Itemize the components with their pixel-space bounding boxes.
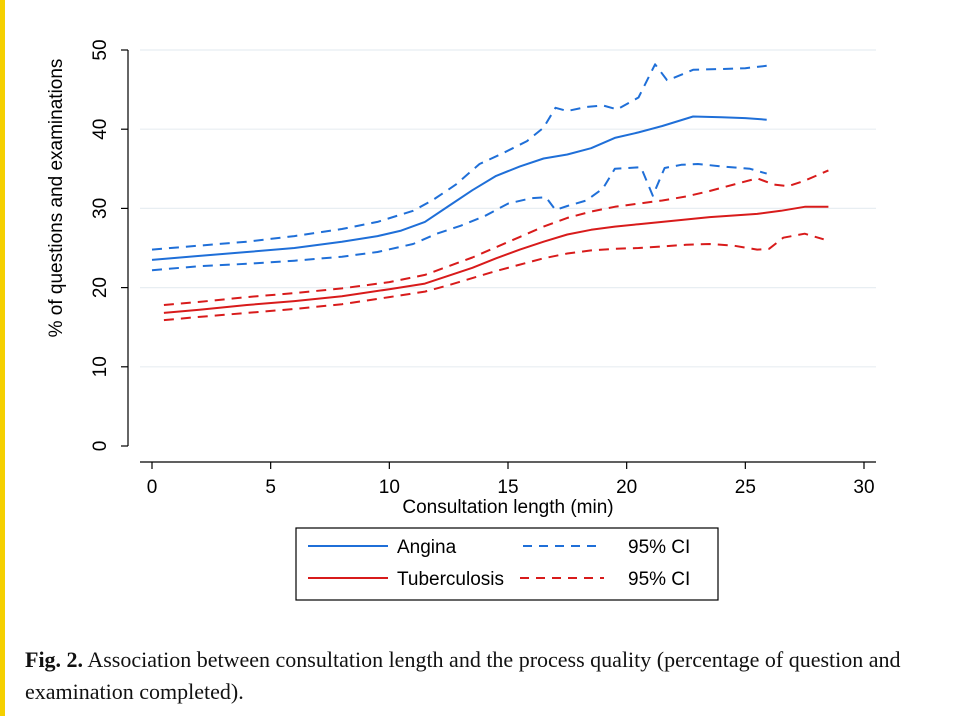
angina-estimate-line (151, 115, 767, 261)
x-tick-label: 5 (265, 477, 276, 498)
x-axis-title: Consultation length (min) (402, 497, 613, 518)
grid-lines (140, 49, 876, 368)
series-lines (151, 63, 829, 322)
x-tick-label: 0 (147, 477, 158, 498)
x-tick-label: 15 (497, 477, 518, 498)
axes: 0 10 20 30 40 50 0 5 10 15 20 25 30 (90, 39, 876, 498)
tuberculosis-lower_ci-line (163, 232, 824, 322)
tuberculosis-upper_ci-line (163, 169, 829, 306)
legend-box (295, 527, 719, 601)
y-tick-label: 40 (90, 119, 111, 140)
x-tick-label: 20 (616, 477, 637, 498)
figure-label: Fig. 2. (25, 647, 84, 672)
y-tick-label: 20 (90, 277, 111, 298)
y-axis-title: % of questions and examinations (46, 59, 67, 338)
page-accent-bar (0, 0, 5, 716)
legend-tuberculosis-label: Tuberculosis (397, 569, 504, 590)
y-tick-label: 0 (90, 441, 111, 452)
angina-upper_ci-line (151, 63, 767, 251)
y-tick-label: 30 (90, 198, 111, 219)
legend-angina-label: Angina (397, 537, 457, 558)
y-tick-label: 50 (90, 39, 111, 60)
x-tick-label: 10 (379, 477, 400, 498)
line-chart: 0 10 20 30 40 50 0 5 10 15 20 25 30 Consultation len… (46, 39, 876, 601)
legend-angina-ci-label: 95% CI (628, 537, 690, 558)
x-tick-label: 30 (853, 477, 874, 498)
tuberculosis-estimate-line (163, 205, 829, 314)
figure-caption-text: Association between consultation length … (25, 647, 901, 704)
figure-caption: Fig. 2. Association between consultation… (25, 644, 925, 708)
y-tick-label: 10 (90, 356, 111, 377)
legend-tuberculosis-ci-label: 95% CI (628, 569, 690, 590)
angina-lower_ci-line (151, 163, 767, 272)
x-tick-label: 25 (735, 477, 756, 498)
legend: Angina 95% CI Tuberculosis 95% CI (295, 527, 719, 601)
